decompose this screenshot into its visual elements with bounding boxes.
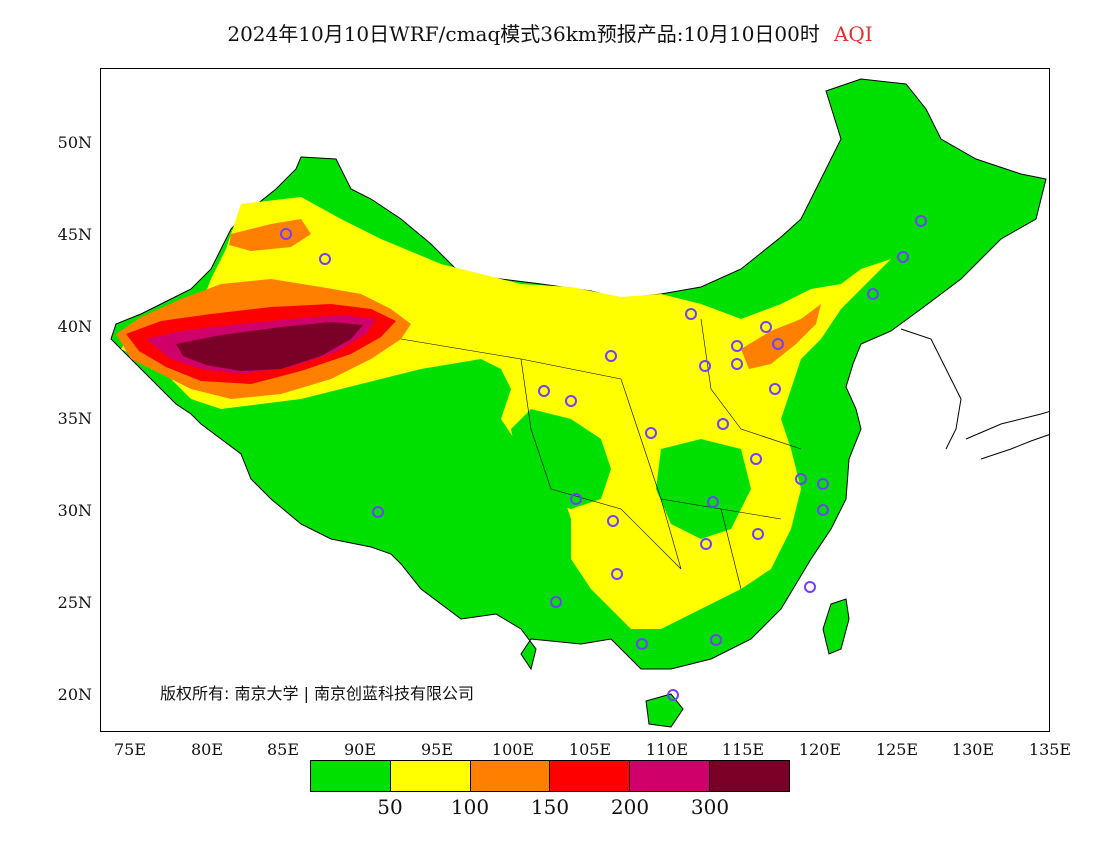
station-circle-icon — [750, 453, 762, 465]
lat-label-35: 35N — [57, 409, 92, 428]
aqi-map — [110, 78, 1049, 728]
lat-label-30: 30N — [57, 501, 92, 520]
taiwan-island — [822, 598, 850, 655]
clean-central — [656, 439, 751, 539]
colorbar-swatch-very-unhealthy — [630, 761, 711, 791]
station-circle-icon — [772, 338, 784, 350]
station-circle-icon — [570, 493, 582, 505]
lon-label-105: 105E — [568, 740, 612, 759]
station-circle-icon — [550, 596, 562, 608]
station-markers — [280, 215, 927, 701]
colorbar-swatch-usg — [470, 761, 551, 791]
lat-label-40: 40N — [57, 317, 92, 336]
hazardous-tarim — [176, 322, 363, 371]
lon-label-80: 80E — [190, 740, 224, 759]
station-circle-icon — [372, 506, 384, 518]
station-circle-icon — [280, 228, 292, 240]
station-circle-icon — [607, 515, 619, 527]
station-circle-icon — [565, 395, 577, 407]
colorbar-swatch-moderate — [390, 761, 471, 791]
station-circle-icon — [915, 215, 927, 227]
usg-north-china — [741, 304, 821, 369]
lon-label-95: 95E — [420, 740, 454, 759]
station-circle-icon — [769, 383, 781, 395]
station-circle-icon — [710, 634, 722, 646]
station-circle-icon — [319, 253, 331, 265]
variable-label: AQI — [833, 22, 873, 46]
clean-sichuan — [511, 409, 611, 509]
colorbar-break-300: 300 — [690, 795, 730, 819]
lon-label-135: 135E — [1028, 740, 1072, 759]
colorbar-swatch-hazardous — [710, 761, 789, 791]
station-circle-icon — [611, 568, 623, 580]
station-circle-icon — [667, 689, 679, 701]
lat-label-45: 45N — [57, 225, 92, 244]
station-circle-icon — [605, 350, 617, 362]
aqi-colorbar — [310, 760, 790, 792]
station-circle-icon — [685, 308, 697, 320]
station-circle-icon — [717, 418, 729, 430]
lon-label-75: 75E — [113, 740, 147, 759]
station-circle-icon — [817, 478, 829, 490]
station-circle-icon — [700, 538, 712, 550]
map-title: 2024年10月10日WRF/cmaq模式36km预报产品:10月10日00时 A… — [0, 18, 1100, 47]
title-text: 2024年10月10日WRF/cmaq模式36km预报产品:10月10日00时 — [227, 22, 820, 46]
map-panel[interactable] — [100, 68, 1050, 732]
station-circle-icon — [731, 340, 743, 352]
lat-label-50: 50N — [57, 133, 92, 152]
hainan-island — [645, 693, 684, 728]
colorbar-swatch-unhealthy — [550, 761, 631, 791]
station-circle-icon — [804, 581, 816, 593]
lat-label-20: 20N — [57, 685, 92, 704]
lat-label-25: 25N — [57, 593, 92, 612]
lon-label-90: 90E — [343, 740, 377, 759]
lon-label-85: 85E — [266, 740, 300, 759]
lon-label-100: 100E — [491, 740, 535, 759]
station-circle-icon — [731, 358, 743, 370]
station-circle-icon — [897, 251, 909, 263]
colorbar-break-200: 200 — [610, 795, 650, 819]
lon-label-110: 110E — [645, 740, 689, 759]
station-circle-icon — [699, 360, 711, 372]
station-circle-icon — [645, 427, 657, 439]
usg-junggar — [229, 219, 311, 251]
copyright-text: 版权所有: 南京大学 | 南京创蓝科技有限公司 — [160, 684, 475, 703]
lon-label-125: 125E — [875, 740, 919, 759]
lon-label-120: 120E — [798, 740, 842, 759]
lon-label-130: 130E — [951, 740, 995, 759]
colorbar-break-100: 100 — [450, 795, 490, 819]
station-circle-icon — [795, 473, 807, 485]
station-circle-icon — [867, 288, 879, 300]
colorbar-swatch-good — [311, 761, 391, 791]
korea-coastline — [900, 328, 962, 450]
colorbar-break-50: 50 — [377, 795, 403, 819]
station-circle-icon — [752, 528, 764, 540]
station-circle-icon — [707, 496, 719, 508]
japan-coastline — [965, 411, 1049, 460]
station-circle-icon — [538, 385, 550, 397]
station-circle-icon — [636, 638, 648, 650]
colorbar-break-150: 150 — [530, 795, 570, 819]
station-circle-icon — [817, 504, 829, 516]
station-circle-icon — [760, 321, 772, 333]
lon-label-115: 115E — [721, 740, 765, 759]
province-borders — [400, 318, 802, 590]
